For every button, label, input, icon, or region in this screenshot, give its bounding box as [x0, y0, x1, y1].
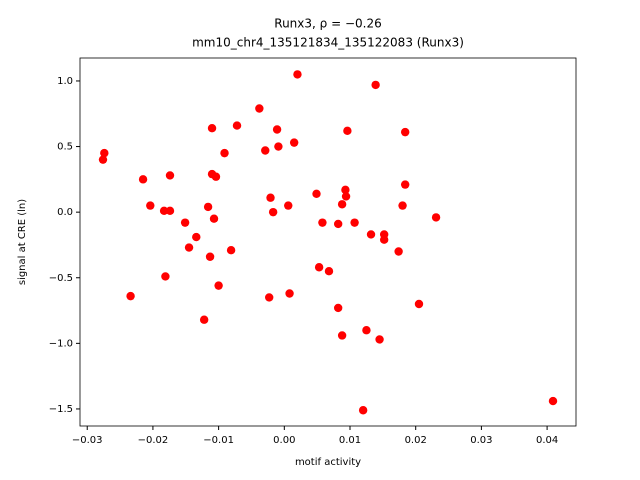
- chart-subtitle: mm10_chr4_135121834_135122083 (Runx3): [192, 36, 464, 50]
- point: [400, 127, 410, 137]
- x-tick-label: −0.03: [72, 435, 103, 446]
- point: [284, 201, 293, 210]
- point: [255, 104, 264, 113]
- plot-frame: [79, 57, 577, 427]
- point: [371, 80, 380, 90]
- x-tick-label: 0.01: [339, 435, 361, 446]
- point: [214, 281, 223, 290]
- point: [165, 171, 175, 180]
- point: [161, 272, 170, 281]
- x-tick-label: 0.04: [536, 435, 558, 446]
- point: [274, 142, 283, 151]
- point: [165, 206, 175, 216]
- y-tick-label: 0.5: [57, 142, 73, 153]
- x-tick-label: 0.00: [273, 435, 295, 446]
- point: [293, 70, 302, 79]
- point: [138, 175, 148, 184]
- x-tick-label: −0.02: [138, 435, 169, 446]
- y-tick-label: 0.0: [57, 207, 73, 218]
- point: [209, 214, 219, 223]
- point: [272, 125, 282, 134]
- point: [211, 172, 221, 181]
- point: [400, 180, 410, 189]
- point: [341, 185, 350, 195]
- point: [398, 201, 407, 210]
- point: [337, 200, 347, 209]
- point: [146, 201, 155, 210]
- point: [312, 189, 321, 198]
- point: [192, 232, 201, 242]
- point: [285, 289, 294, 298]
- point: [341, 192, 351, 201]
- point: [100, 148, 109, 158]
- point: [350, 218, 359, 227]
- point: [265, 293, 274, 302]
- point: [220, 148, 229, 158]
- point: [358, 406, 368, 415]
- point: [98, 155, 108, 164]
- point: [289, 138, 299, 147]
- y-axis-label: signal at CRE (ln): [17, 199, 28, 285]
- point: [324, 266, 334, 276]
- point: [379, 235, 389, 244]
- point: [414, 299, 424, 309]
- point: [205, 252, 215, 261]
- y-tick-label: −1.0: [49, 338, 73, 349]
- chart-title: Runx3, ρ = −0.26: [274, 17, 381, 31]
- point: [548, 396, 558, 406]
- y-tick-label: 1.0: [57, 76, 73, 87]
- point: [394, 247, 403, 256]
- point: [431, 213, 441, 222]
- point: [261, 146, 270, 155]
- point: [362, 326, 371, 335]
- y-tick-label: −1.5: [49, 404, 73, 415]
- point: [199, 315, 209, 324]
- point: [333, 219, 343, 229]
- point: [337, 331, 347, 340]
- point: [343, 126, 352, 136]
- point: [366, 230, 376, 239]
- point: [126, 291, 135, 301]
- point: [314, 263, 324, 272]
- x-axis-label: motif activity: [295, 457, 361, 468]
- point: [203, 202, 213, 212]
- y-tick-label: −0.5: [49, 273, 73, 284]
- point: [375, 335, 384, 344]
- point: [333, 303, 343, 313]
- point: [266, 193, 275, 202]
- point: [180, 218, 190, 227]
- point: [232, 121, 242, 130]
- x-tick-label: 0.03: [470, 435, 492, 446]
- point: [207, 123, 217, 133]
- point: [318, 218, 327, 227]
- x-tick-label: −0.01: [203, 435, 234, 446]
- point: [226, 245, 236, 255]
- x-tick-label: 0.02: [405, 435, 427, 446]
- point: [184, 243, 194, 252]
- point: [268, 207, 278, 217]
- point: [159, 206, 169, 216]
